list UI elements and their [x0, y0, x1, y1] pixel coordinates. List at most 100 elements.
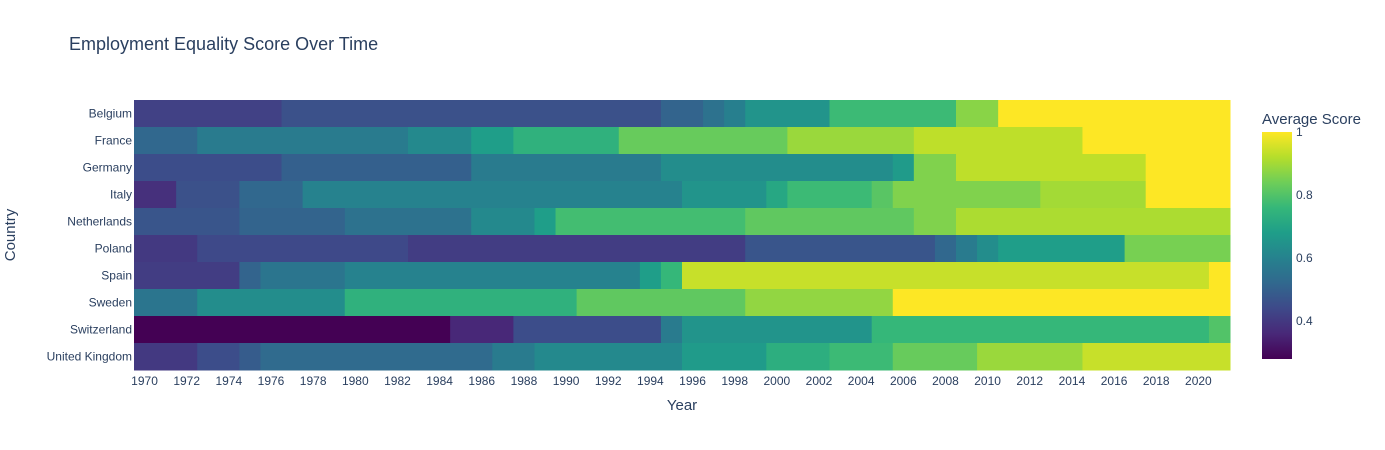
x-tick-label: 2004 — [848, 374, 875, 388]
heatmap-cell — [745, 235, 936, 263]
heatmap-cell — [408, 235, 746, 263]
heatmap-cell — [892, 289, 1231, 317]
heatmap-cell — [134, 316, 451, 344]
heatmap-cell — [344, 289, 578, 317]
heatmap-cell — [1124, 235, 1231, 263]
x-tick-label: 2018 — [1143, 374, 1170, 388]
colorbar-tick-label: 0.4 — [1296, 314, 1313, 328]
x-tick-label: 2002 — [806, 374, 833, 388]
heatmap-cell — [829, 100, 957, 128]
heatmap-cell — [766, 181, 788, 209]
heatmap-cell — [344, 208, 472, 236]
y-tick-label: Italy — [110, 188, 132, 202]
heatmap-cell — [682, 316, 873, 344]
heatmap-cell — [344, 262, 641, 290]
x-tick-label: 1978 — [300, 374, 327, 388]
heatmap-cell — [471, 154, 662, 182]
x-tick-label: 1980 — [342, 374, 369, 388]
x-tick-label: 1990 — [553, 374, 580, 388]
y-axis-label: Country — [2, 208, 19, 261]
heatmap-cell — [956, 154, 1147, 182]
heatmap-cell — [176, 181, 240, 209]
x-tick-label: 2006 — [890, 374, 917, 388]
heatmap-cell — [197, 127, 409, 155]
y-axis-ticks: Belgium France Germany Italy Netherlands Pola… — [47, 107, 133, 364]
heatmap-cell — [913, 154, 957, 182]
x-tick-label: 1976 — [258, 374, 285, 388]
heatmap-cell — [408, 127, 472, 155]
x-tick-label: 2016 — [1101, 374, 1128, 388]
x-tick-label: 1988 — [511, 374, 538, 388]
y-tick-label: Spain — [101, 269, 132, 283]
heatmap-cell — [134, 100, 283, 128]
heatmap-cell — [1145, 154, 1231, 182]
heatmap-cell — [513, 127, 620, 155]
heatmap-cell — [239, 181, 304, 209]
heatmap-cell — [871, 181, 894, 209]
heatmap-cell — [956, 208, 1231, 236]
heatmap-cell — [934, 235, 957, 263]
heatmap-cell — [998, 235, 1126, 263]
heatmap-cell — [660, 154, 894, 182]
heatmap-cell — [134, 127, 198, 155]
heatmap-cell — [1040, 181, 1147, 209]
x-tick-label: 2014 — [1059, 374, 1086, 388]
heatmap-cell — [492, 343, 535, 371]
heatmap-cell — [134, 289, 198, 317]
heatmap-cell — [134, 262, 240, 290]
heatmap-cell — [281, 154, 472, 182]
heatmap-cell — [682, 262, 1210, 290]
heatmap-cell — [787, 181, 873, 209]
x-tick-label: 2020 — [1185, 374, 1212, 388]
y-tick-label: United Kingdom — [47, 350, 132, 364]
heatmap-cell — [555, 208, 746, 236]
heatmap-cell — [977, 235, 999, 263]
x-tick-label: 1970 — [131, 374, 158, 388]
colorbar-title: Average Score — [1262, 111, 1361, 128]
heatmap-cell — [724, 100, 746, 128]
heatmap-cell — [576, 289, 746, 317]
x-tick-label: 1986 — [468, 374, 495, 388]
x-tick-label: 1996 — [679, 374, 706, 388]
colorbar-tick-label: 1 — [1296, 125, 1303, 139]
heatmap-cell — [787, 127, 915, 155]
y-tick-label: France — [95, 134, 133, 148]
x-tick-label: 2000 — [763, 374, 790, 388]
heatmap-cell — [134, 181, 177, 209]
heatmap-cell — [1208, 262, 1231, 290]
heatmap-cell — [134, 208, 240, 236]
y-tick-label: Switzerland — [70, 323, 132, 337]
heatmap-cell — [1082, 127, 1231, 155]
heatmap-cell — [892, 154, 915, 182]
y-tick-label: Germany — [83, 161, 132, 175]
colorbar-tick-label: 0.6 — [1296, 251, 1313, 265]
heatmap-cell — [197, 343, 240, 371]
x-tick-label: 1982 — [384, 374, 411, 388]
y-tick-label: Netherlands — [67, 215, 132, 229]
heatmap-cell — [745, 289, 894, 317]
colorbar-ticks: 0.4 0.6 0.8 1 — [1296, 125, 1313, 328]
heatmap-cell — [660, 262, 683, 290]
heatmap-cell — [260, 262, 346, 290]
heatmap-cell — [956, 100, 999, 128]
heatmap-cell — [134, 343, 198, 371]
heatmap-cell — [766, 343, 831, 371]
x-tick-label: 1998 — [721, 374, 748, 388]
x-axis-ticks: 1970 1972 1974 1976 1978 1980 1982 1984 1986 1988… — [131, 374, 1212, 388]
heatmap-cell — [639, 262, 662, 290]
heatmap-cell — [892, 181, 1041, 209]
heatmap-cells — [134, 100, 1231, 371]
x-tick-label: 1994 — [637, 374, 664, 388]
heatmap-cell — [745, 208, 915, 236]
heatmap-cell — [197, 235, 409, 263]
heatmap-cell — [471, 208, 535, 236]
x-tick-label: 2008 — [932, 374, 959, 388]
x-axis-label: Year — [667, 397, 697, 414]
heatmap-cell — [239, 343, 261, 371]
heatmap-cell — [471, 127, 514, 155]
heatmap-cell — [534, 208, 557, 236]
heatmap-cell — [239, 208, 346, 236]
heatmap-cell — [534, 343, 683, 371]
heatmap-cell — [892, 343, 978, 371]
heatmap-cell — [1208, 316, 1231, 344]
